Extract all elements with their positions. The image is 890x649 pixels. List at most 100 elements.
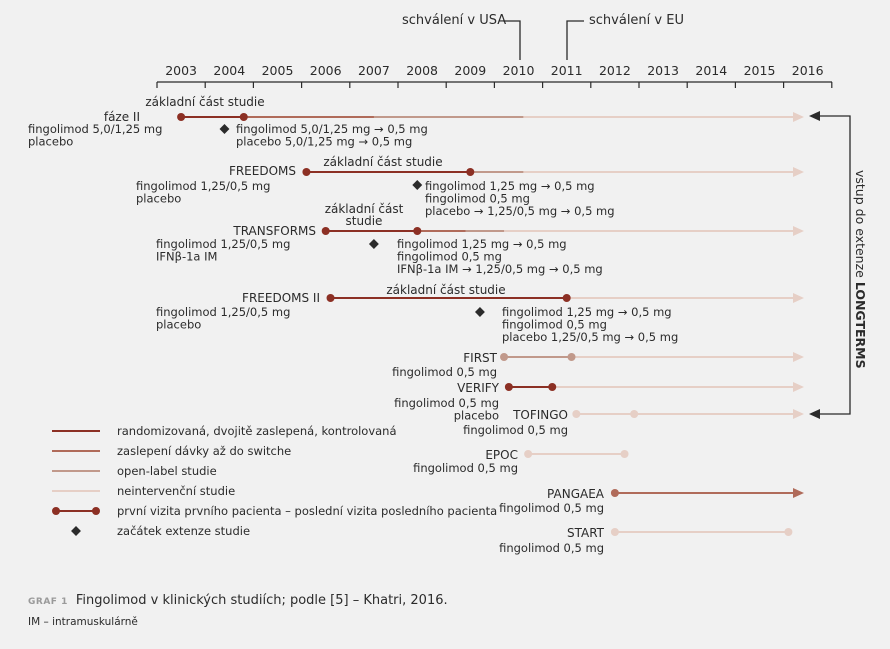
year-label-2011: 2011	[551, 63, 583, 78]
study-freedoms-ii-first-visit	[326, 294, 335, 302]
study-tofingo-arm-1: fingolimod 0,5 mg	[463, 423, 568, 437]
study-pangaea-arm-1: fingolimod 0,5 mg	[499, 501, 604, 515]
study-freedoms-ii-followup-arrowhead	[793, 293, 804, 303]
legend-visit-label: první vizita prvního pacienta – poslední…	[117, 504, 497, 518]
study-pangaea-first-visit	[610, 489, 619, 497]
caption-text: Fingolimod v klinických studiích; podle …	[75, 593, 448, 608]
study-transforms-extension-1: fingolimod 1,25 mg → 0,5 mg	[397, 237, 567, 251]
study-freedoms-extension-3: placebo → 1,25/0,5 mg → 0,5 mg	[425, 204, 615, 218]
legend-rand-label: randomizovaná, dvojitě zaslepená, kontro…	[117, 424, 397, 438]
year-label-2007: 2007	[358, 63, 390, 78]
year-label-2010: 2010	[503, 63, 535, 78]
approval-eu-label: schválení v EU	[589, 13, 684, 28]
legend-visit-dot-start	[52, 507, 60, 515]
study-freedoms-ii-arm-1: fingolimod 1,25/0,5 mg	[156, 305, 290, 319]
legend-diamond-swatch	[71, 526, 81, 536]
study-f-ze-ii-phase-label: základní část studie	[145, 95, 264, 109]
study-freedoms-ii-phase-label: základní část studie	[386, 283, 505, 297]
study-freedoms-ii-extension-2: fingolimod 0,5 mg	[502, 318, 607, 332]
study-transforms-extension-2: fingolimod 0,5 mg	[397, 250, 502, 264]
study-epoc-name: EPOC	[485, 448, 518, 462]
study-transforms-followup-arrowhead	[793, 226, 804, 236]
study-f-ze-ii-arm-1: fingolimod 5,0/1,25 mg	[28, 122, 162, 136]
study-freedoms-phase-label: základní část studie	[323, 155, 442, 169]
extension-start-marker	[219, 124, 230, 134]
study-pangaea-name: PANGAEA	[547, 487, 605, 501]
study-freedoms-arm-1: fingolimod 1,25/0,5 mg	[136, 179, 270, 193]
longterms-arrow-bottom	[809, 409, 820, 419]
year-label-2014: 2014	[695, 63, 727, 78]
extension-start-marker	[412, 180, 423, 190]
axis-ticks	[156, 82, 833, 88]
study-f-ze-ii-last-visit	[239, 113, 248, 121]
year-label-2008: 2008	[406, 63, 438, 78]
study-pangaea-line-arrowhead	[793, 488, 804, 498]
study-verify-followup-arrowhead	[793, 382, 804, 392]
study-freedoms-extension-2: fingolimod 0,5 mg	[425, 192, 530, 206]
study-freedoms-ii-last-visit	[562, 294, 571, 302]
legend-open-label: open-label studie	[117, 464, 217, 478]
study-transforms-phase-label: základní část studie	[325, 202, 404, 228]
study-epoc-last-visit	[620, 450, 629, 458]
study-timeline-diagram: schválení v USA schválení v EU 2003 2004 2…	[28, 13, 868, 555]
study-first-first-visit	[500, 353, 509, 361]
study-start-last-visit	[784, 528, 793, 536]
study-verify-first-visit	[504, 383, 513, 391]
study-verify-name: VERIFY	[457, 381, 500, 395]
study-start-name: START	[567, 526, 605, 540]
extension-start-marker	[474, 307, 485, 317]
study-epoc-first-visit	[524, 450, 533, 458]
study-first-name: FIRST	[463, 351, 497, 365]
study-transforms-arm-2: IFNβ-1a IM	[156, 250, 217, 264]
figure-caption: GRAF 1 Fingolimod v klinických studiích; …	[28, 593, 448, 608]
study-tofingo-name: TOFINGO	[512, 408, 568, 422]
legend: randomizovaná, dvojitě zaslepená, kontro…	[52, 424, 497, 538]
study-bars: fáze II základní část studie fingolimod 5,…	[28, 95, 804, 555]
study-f-ze-ii-arm-2: placebo	[28, 135, 73, 149]
study-f-ze-ii-first-visit	[177, 113, 186, 121]
study-first-last-visit	[567, 353, 576, 361]
caption-label: GRAF 1	[28, 597, 68, 607]
extension-start-marker	[368, 239, 379, 249]
study-freedoms-ii-name: FREEDOMS II	[242, 291, 320, 305]
study-freedoms-arm-2: placebo	[136, 192, 181, 206]
study-tofingo-first-visit	[572, 410, 581, 418]
study-transforms-arm-1: fingolimod 1,25/0,5 mg	[156, 237, 290, 251]
abbreviation-note: IM – intramuskulárně	[28, 616, 138, 628]
study-epoc-arm-1: fingolimod 0,5 mg	[413, 461, 518, 475]
study-freedoms-extension-1: fingolimod 1,25 mg → 0,5 mg	[425, 179, 595, 193]
axis-year-labels: 2003 2004 2005 2006 2007 2008 2009 2010 2011 2012…	[165, 63, 823, 78]
longterms-label: vstup do extenze LONGTERMS	[853, 170, 868, 369]
study-verify-last-visit	[548, 383, 557, 391]
study-first-arm-1: fingolimod 0,5 mg	[392, 365, 497, 379]
study-start-first-visit	[610, 528, 619, 536]
study-freedoms-ii-extension-1: fingolimod 1,25 mg → 0,5 mg	[502, 305, 672, 319]
year-label-2013: 2013	[647, 63, 679, 78]
study-f-ze-ii-followup-arrowhead	[793, 112, 804, 122]
study-freedoms-ii-extension-3: placebo 1,25/0,5 mg → 0,5 mg	[502, 330, 678, 344]
legend-visit-dot-end	[92, 507, 100, 515]
longterms-bracket	[820, 115, 851, 415]
study-tofingo-followup-arrowhead	[793, 409, 804, 419]
approval-usa-leader	[503, 20, 521, 60]
study-f-ze-ii-extension-1: fingolimod 5,0/1,25 mg → 0,5 mg	[236, 122, 428, 136]
longterms-arrow-top	[809, 111, 820, 121]
study-transforms-name: TRANSFORMS	[232, 224, 316, 238]
year-label-2005: 2005	[262, 63, 294, 78]
year-label-2012: 2012	[599, 63, 631, 78]
approval-eu-leader	[566, 20, 584, 60]
study-freedoms-followup-arrowhead	[793, 167, 804, 177]
legend-blinded-label: zaslepení dávky až do switche	[117, 444, 291, 458]
legend-diamond-label: začátek extenze studie	[117, 524, 250, 538]
study-transforms-extension-3: IFNβ-1a IM → 1,25/0,5 mg → 0,5 mg	[397, 262, 603, 276]
study-freedoms-first-visit	[302, 168, 311, 176]
study-freedoms-name: FREEDOMS	[229, 164, 296, 178]
study-verify-arm-1: fingolimod 0,5 mg	[394, 396, 499, 410]
study-freedoms-last-visit	[466, 168, 475, 176]
study-transforms-last-visit	[413, 227, 422, 235]
study-f-ze-ii-name: fáze II	[104, 110, 140, 124]
study-first-followup-arrowhead	[793, 352, 804, 362]
year-label-2015: 2015	[744, 63, 776, 78]
study-transforms-first-visit	[321, 227, 330, 235]
study-f-ze-ii-extension-2: placebo 5,0/1,25 mg → 0,5 mg	[236, 135, 412, 149]
